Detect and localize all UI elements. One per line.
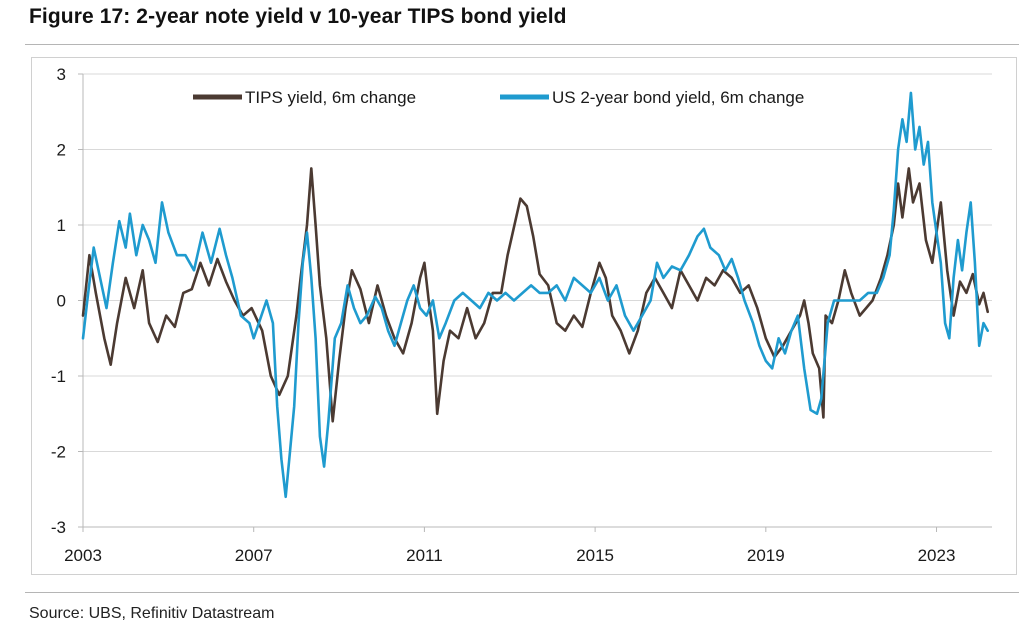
axes bbox=[82, 74, 992, 528]
y-tick-label: 3 bbox=[57, 65, 66, 84]
source-divider bbox=[25, 592, 1019, 593]
y-tick-label: -3 bbox=[51, 518, 66, 537]
series-line-us-2y-yield bbox=[81, 91, 989, 499]
y-tick-label: 2 bbox=[57, 141, 66, 160]
x-tick-labels: 2003 2007 2011 2015 2019 2023 bbox=[64, 527, 955, 565]
source-note: Source: UBS, Refinitiv Datastream bbox=[29, 605, 275, 622]
y-tick-label: -1 bbox=[51, 367, 66, 386]
chart-frame bbox=[31, 57, 1017, 575]
x-tick-label: 2019 bbox=[747, 546, 785, 565]
y-tick-label: 1 bbox=[57, 216, 66, 235]
y-tick-labels: 3 2 1 0 -1 -2 -3 bbox=[51, 65, 66, 537]
x-tick-label: 2003 bbox=[64, 546, 102, 565]
x-tick-label: 2007 bbox=[235, 546, 273, 565]
x-tick-label: 2015 bbox=[576, 546, 614, 565]
y-tick-label: -2 bbox=[51, 443, 66, 462]
series-line-tips-yield bbox=[81, 167, 989, 423]
legend-label-us2y: US 2-year bond yield, 6m change bbox=[552, 88, 804, 107]
legend: TIPS yield, 6m change US 2-year bond yie… bbox=[193, 88, 804, 107]
y-tick-label: 0 bbox=[57, 292, 66, 311]
series-lines bbox=[81, 91, 989, 499]
figure-title: Figure 17: 2-year note yield v 10-year T… bbox=[29, 5, 567, 28]
title-divider bbox=[25, 44, 1019, 45]
x-tick-label: 2023 bbox=[918, 546, 956, 565]
legend-label-tips: TIPS yield, 6m change bbox=[245, 88, 416, 107]
x-tick-label: 2011 bbox=[406, 546, 443, 565]
